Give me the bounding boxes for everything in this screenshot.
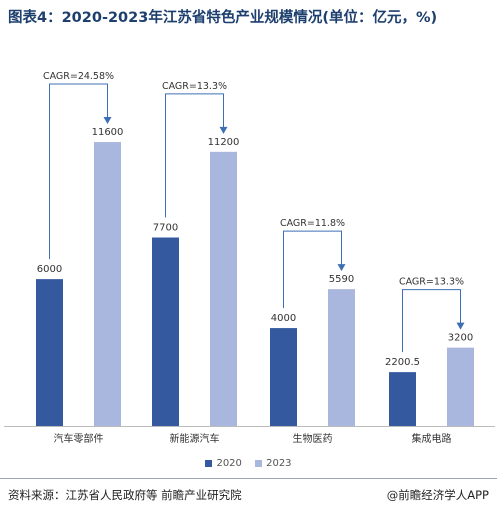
value-label-2020-4: 2200.5: [385, 357, 420, 368]
value-label-2020-2: 7700: [153, 223, 178, 234]
cagr-label-4: CAGR=13.3%: [399, 277, 464, 288]
tick-label-3: 生物医药: [293, 432, 333, 445]
cagr-arrow-1: [103, 117, 112, 125]
value-label-2023-1: 11600: [92, 127, 124, 138]
cagr-arrow-4: [456, 322, 465, 330]
value-label-2023-2: 11200: [208, 137, 240, 148]
cagr-bracket-4: [402, 289, 461, 353]
cagr-arrow-3: [337, 264, 346, 272]
bar-2023-2: [210, 151, 237, 426]
cagr-bracket-3: [283, 230, 342, 309]
legend-swatch-2020: [205, 460, 213, 467]
legend-item-2020: 2020: [205, 458, 242, 469]
cagr-label-3: CAGR=11.8%: [280, 218, 345, 229]
bar-2023-3: [328, 289, 355, 426]
bar-2020-1: [36, 279, 63, 426]
bar-2020-4: [389, 372, 416, 426]
bar-2020-3: [270, 328, 297, 426]
footer-divider: [0, 478, 497, 479]
cagr-arrow-2: [219, 126, 228, 134]
cagr-label-2: CAGR=13.3%: [162, 81, 227, 92]
legend-item-2023: 2023: [255, 458, 292, 469]
tick-label-4: 集成电路: [412, 432, 452, 445]
legend: 2020 2023: [0, 458, 497, 470]
bar-2020-2: [152, 237, 179, 426]
legend-label-2023: 2023: [266, 458, 292, 469]
value-label-2023-4: 3200: [448, 333, 473, 344]
credit-note: @前瞻经济学人APP: [386, 488, 489, 502]
source-note: 资料来源：江苏省人民政府等 前瞻产业研究院: [8, 488, 242, 502]
value-label-2020-3: 4000: [271, 313, 296, 324]
cagr-label-1: CAGR=24.58%: [43, 71, 114, 82]
cagr-bracket-2: [165, 93, 224, 218]
legend-label-2020: 2020: [216, 458, 242, 469]
legend-swatch-2023: [255, 460, 263, 467]
tick-label-1: 汽车零部件: [54, 432, 104, 445]
bar-2023-4: [447, 347, 474, 426]
bar-2023-1: [94, 142, 121, 427]
tick-label-2: 新能源汽车: [170, 432, 220, 445]
chart-title: 图表4：2020-2023年江苏省特色产业规模情况(单位：亿元，%): [8, 10, 438, 26]
value-label-2023-3: 5590: [329, 274, 354, 285]
value-label-2020-1: 6000: [37, 264, 62, 275]
cagr-bracket-1: [49, 83, 108, 260]
